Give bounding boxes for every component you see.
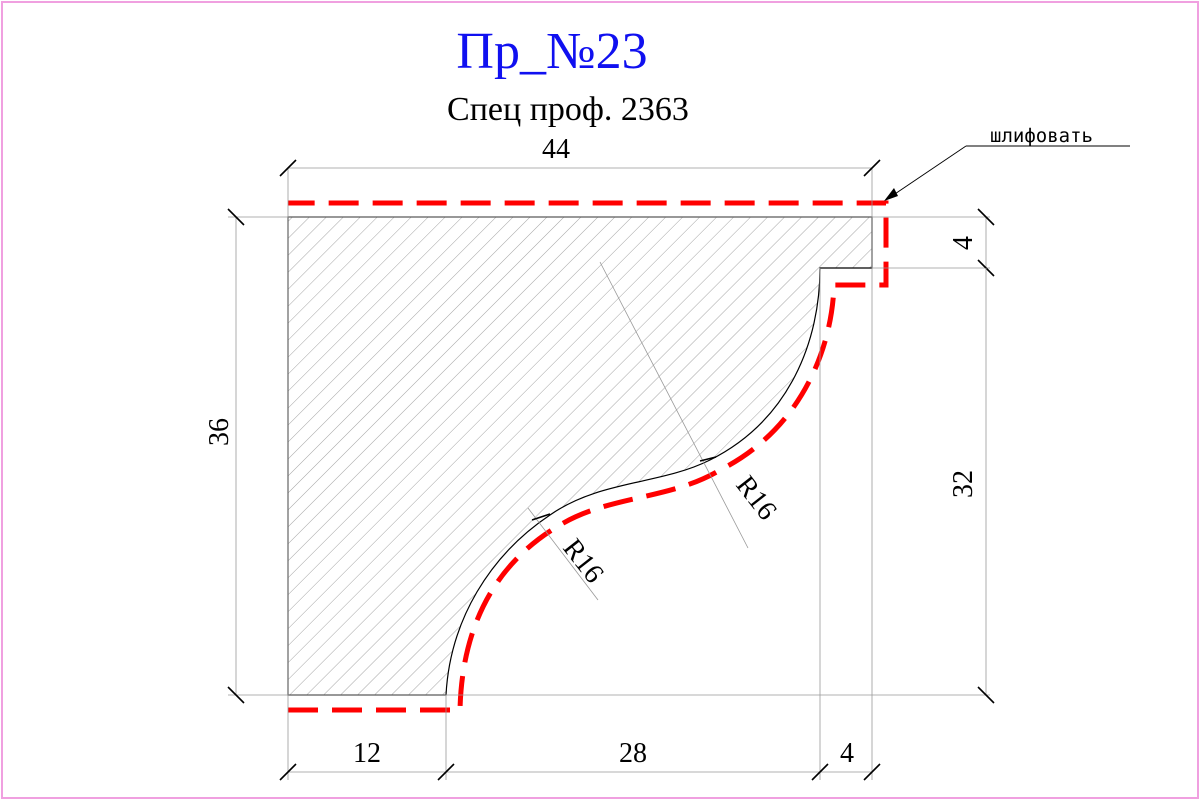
grinding-contour [288,200,889,713]
radius-lower-label: R16 [556,533,609,589]
dim-left-height: 36 [204,418,235,446]
page-subtitle: Спец проф. 2363 [447,91,689,128]
dim-bottom-middle: 28 [619,738,647,769]
grinding-note: шлифовать [884,125,1130,201]
radius-upper: R16 [699,456,783,526]
dimension-left: 36 [204,208,245,704]
radius-upper-label: R16 [729,470,782,526]
grinding-note-text: шлифовать [990,125,1093,147]
dim-bottom-right: 4 [840,738,854,769]
dimension-top: 44 [279,134,881,177]
extension-lines [228,168,990,780]
dim-right-step: 4 [948,236,979,250]
dimension-bottom: 12 28 4 [279,738,881,781]
leader-arrow-icon [884,188,898,201]
profile-section [287,216,873,696]
dim-right-height: 32 [948,470,979,498]
dimension-right-step: 4 [948,208,995,277]
dim-top-width: 44 [542,134,570,165]
dim-bottom-left: 12 [353,738,381,769]
dimension-right-height: 32 [948,268,995,704]
page-title: Пр_№23 [456,23,647,80]
